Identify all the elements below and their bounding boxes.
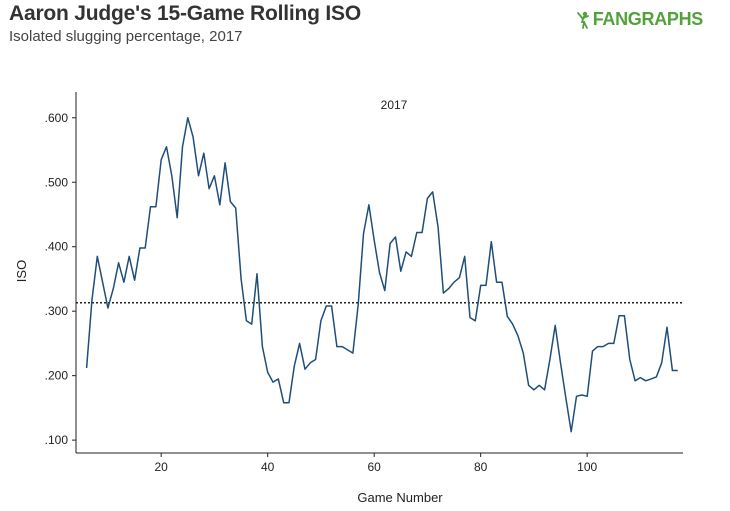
- x-tick-label: 100: [577, 460, 597, 474]
- fangraphs-logo: FANGRAPHS: [576, 9, 704, 30]
- y-tick-label: .600: [45, 111, 69, 125]
- y-tick-label: .400: [45, 240, 69, 254]
- x-tick-label: 20: [155, 460, 169, 474]
- batter-icon: [576, 11, 589, 29]
- y-tick-label: .100: [45, 433, 69, 447]
- y-ticks: .100 .200 .300 .400 .500 .600: [45, 111, 76, 447]
- x-axis-title: Game Number: [357, 490, 443, 505]
- x-tick-label: 40: [261, 460, 275, 474]
- x-tick-label: 80: [474, 460, 488, 474]
- y-tick-label: .500: [45, 175, 69, 189]
- y-tick-label: .200: [45, 369, 69, 383]
- x-ticks: 20 40 60 80 100: [155, 453, 597, 474]
- x-tick-label: 60: [367, 460, 381, 474]
- y-axis-title: ISO: [14, 260, 29, 282]
- chart-subtitle: Isolated slugging percentage, 2017: [9, 28, 243, 45]
- facet-label: 2017: [381, 98, 408, 112]
- logo-text: FANGRAPHS: [592, 9, 704, 29]
- y-tick-label: .300: [45, 304, 69, 318]
- rolling-iso-line: [85, 117, 678, 433]
- chart-title: Aaron Judge's 15-Game Rolling ISO: [9, 2, 361, 25]
